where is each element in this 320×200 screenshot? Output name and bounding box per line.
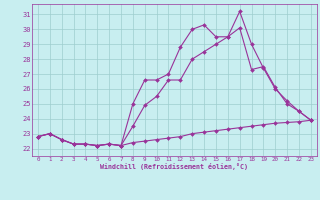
X-axis label: Windchill (Refroidissement éolien,°C): Windchill (Refroidissement éolien,°C) (100, 163, 248, 170)
